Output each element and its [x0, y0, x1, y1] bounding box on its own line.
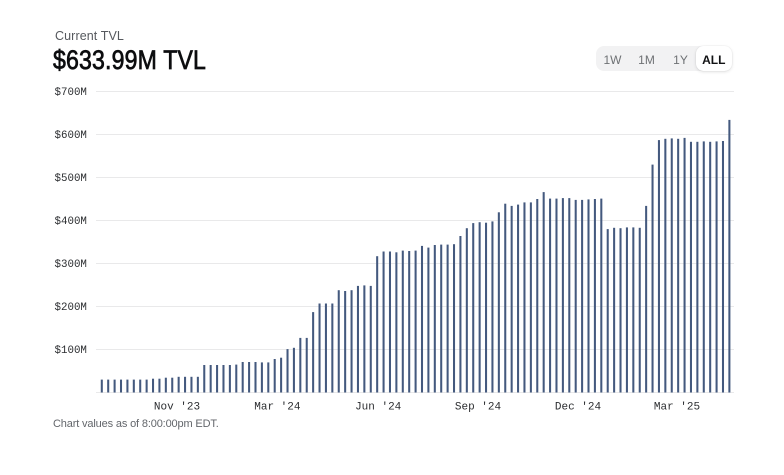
svg-text:$600M: $600M: [55, 130, 87, 142]
svg-text:$100M: $100M: [55, 345, 87, 357]
svg-text:Nov '23: Nov '23: [154, 402, 200, 414]
svg-text:Mar '24: Mar '24: [254, 402, 301, 414]
svg-text:$300M: $300M: [55, 259, 87, 271]
svg-text:$500M: $500M: [55, 173, 87, 185]
svg-text:$200M: $200M: [55, 302, 87, 314]
svg-text:$400M: $400M: [55, 216, 87, 228]
svg-text:Sep '24: Sep '24: [455, 402, 502, 414]
svg-text:Jun '24: Jun '24: [355, 402, 402, 414]
svg-text:Dec '24: Dec '24: [555, 402, 602, 414]
svg-text:$700M: $700M: [55, 87, 87, 99]
svg-text:Mar '25: Mar '25: [654, 402, 700, 414]
